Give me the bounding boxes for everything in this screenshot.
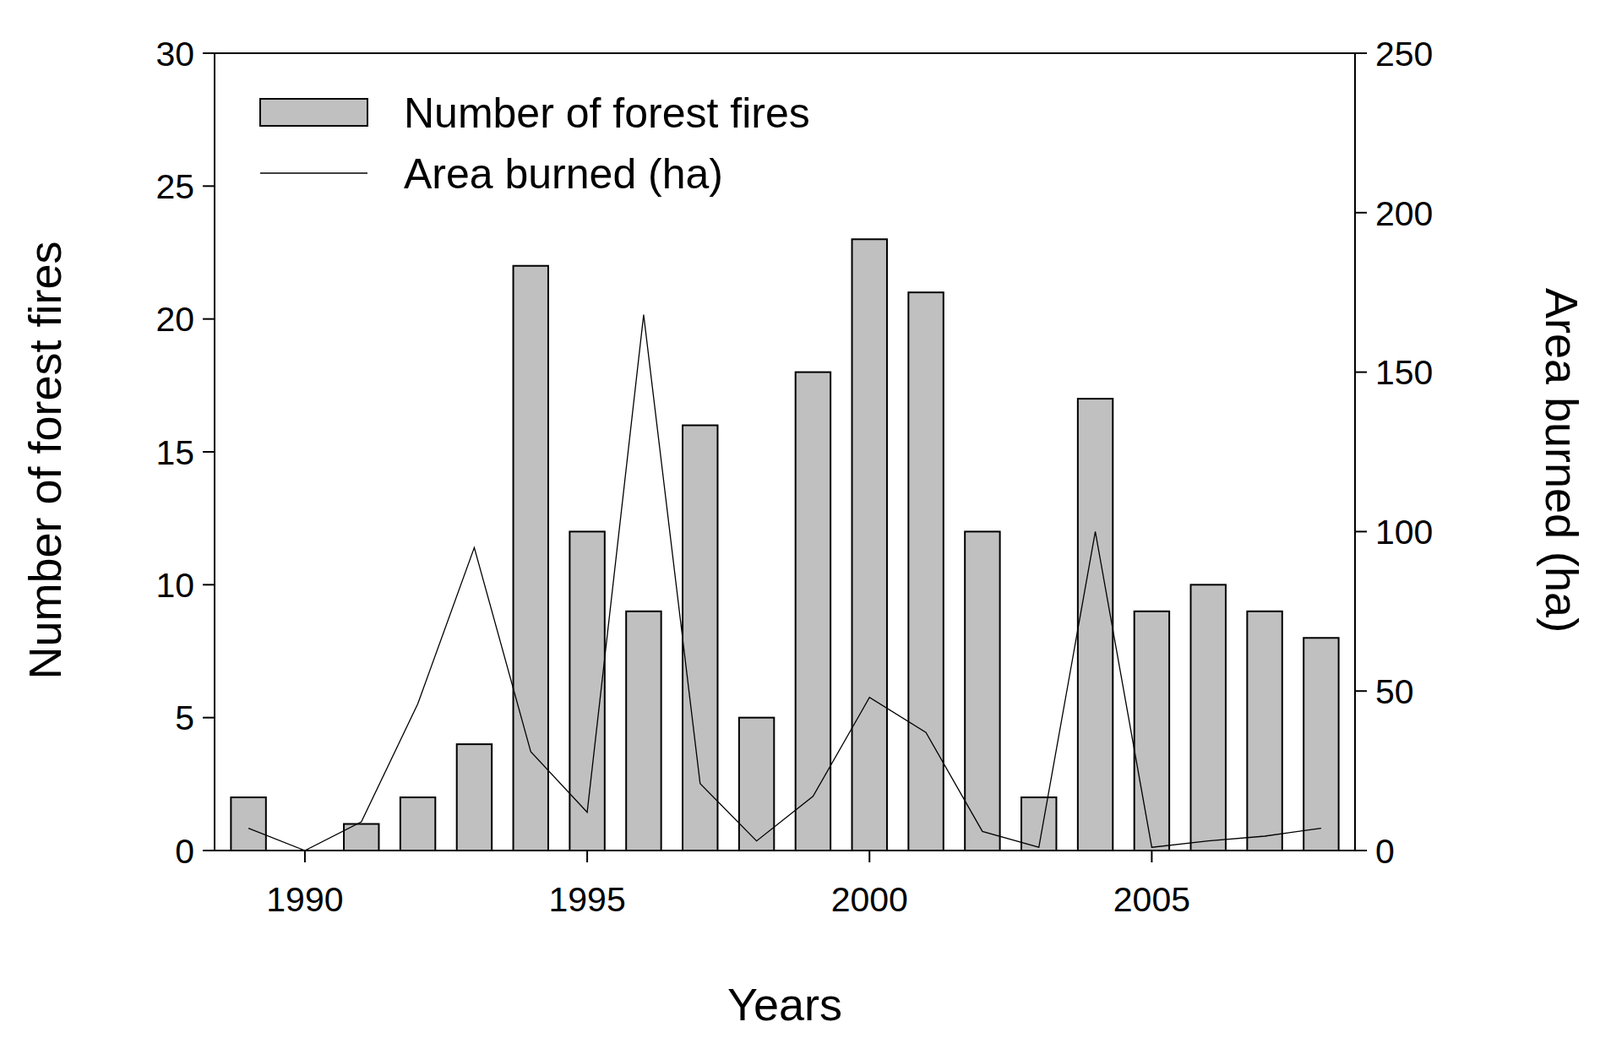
bar	[457, 744, 492, 851]
y2-tick	[1355, 371, 1367, 374]
y-tick	[202, 318, 215, 321]
bar	[625, 611, 661, 851]
line	[248, 315, 1322, 851]
y2-tick	[1355, 849, 1367, 852]
bar	[795, 372, 831, 851]
bar	[908, 292, 943, 851]
y-tick	[202, 717, 215, 719]
y2-tick-label: 50	[1375, 672, 1415, 712]
y-tick-label: 30	[155, 34, 195, 74]
y2-tick-label: 250	[1375, 34, 1433, 74]
bar	[964, 531, 1000, 851]
y-tick-label: 15	[155, 433, 195, 473]
y2-tick-label: 150	[1375, 353, 1433, 392]
y2-tick	[1355, 52, 1367, 55]
bar	[1134, 611, 1170, 851]
x-tick	[586, 850, 588, 863]
y-axis-title: Number of forest fires	[19, 240, 71, 680]
chart: 0 5 10 15 20 25 30 0 50 100 150 200 250 1990 1995 2000 2…	[0, 0, 1600, 1049]
y-tick-label: 10	[155, 565, 195, 605]
y-tick-label: 25	[155, 167, 195, 207]
bar	[569, 531, 605, 851]
y-tick-label: 20	[155, 299, 195, 339]
bar	[1021, 797, 1056, 851]
bar	[1077, 398, 1113, 851]
legend-label: Number of forest fires	[403, 89, 811, 137]
bar	[1303, 637, 1339, 851]
legend-swatch	[260, 172, 368, 174]
y2-tick-label: 100	[1375, 512, 1433, 552]
y2-axis-title: Area burned (ha)	[1536, 288, 1588, 633]
bar	[852, 239, 888, 851]
x-tick-label: 2000	[831, 880, 909, 920]
y-tick	[202, 185, 215, 187]
y-tick	[202, 849, 215, 852]
bar	[513, 266, 549, 851]
y2-tick	[1355, 530, 1367, 533]
bar	[1246, 611, 1282, 851]
x-axis-title: Years	[727, 979, 843, 1030]
y2-tick-label: 200	[1375, 194, 1433, 234]
legend-label: Area burned (ha)	[403, 150, 724, 198]
y-tick	[202, 583, 215, 586]
x-tick-label: 1995	[548, 880, 626, 920]
bar	[682, 425, 718, 851]
x-tick	[868, 850, 871, 863]
plot-area	[230, 239, 1339, 851]
frame	[214, 53, 1356, 851]
bar	[1191, 584, 1226, 851]
x-tick-label: 2005	[1113, 880, 1191, 920]
bar	[400, 797, 436, 851]
x-tick-label: 1990	[266, 880, 343, 920]
x-tick	[1150, 850, 1153, 863]
y-tick	[202, 451, 215, 453]
bar	[230, 797, 266, 851]
y-tick-label: 0	[174, 832, 195, 871]
y2-tick	[1355, 212, 1367, 214]
legend-swatch	[260, 98, 368, 126]
y-tick-label: 5	[174, 698, 195, 738]
y-tick	[202, 52, 215, 55]
y2-tick	[1355, 690, 1367, 692]
x-tick	[304, 850, 306, 863]
y2-tick-label: 0	[1375, 832, 1395, 871]
